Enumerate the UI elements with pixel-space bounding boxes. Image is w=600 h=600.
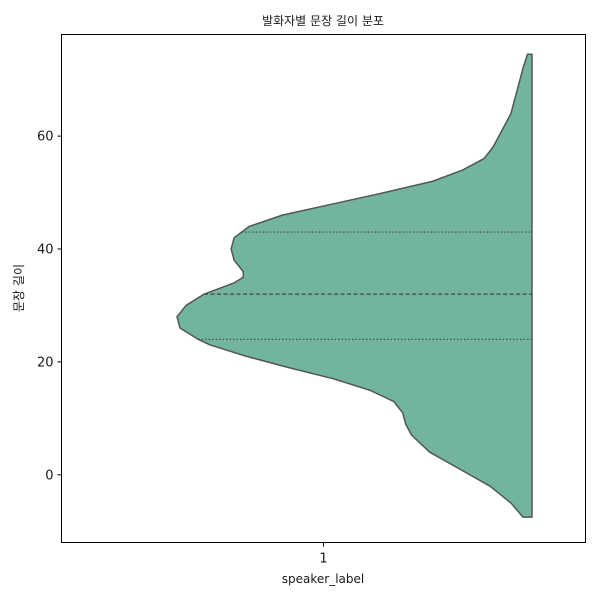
violin-body [176, 53, 533, 518]
plot-area [176, 53, 533, 518]
chart-title: 발화자별 문장 길이 분포 [262, 14, 384, 28]
y-tick-label: 60 [37, 130, 54, 145]
x-tick-label: 1 [319, 552, 327, 567]
y-tick-label: 0 [45, 468, 53, 483]
y-tick-label: 40 [37, 242, 54, 257]
x-axis-label: speaker_label [282, 572, 364, 586]
y-tick-label: 20 [37, 355, 54, 370]
y-axis-label: 문장 길이 [12, 264, 26, 312]
axes: 0 20 40 60 1 [37, 130, 328, 567]
